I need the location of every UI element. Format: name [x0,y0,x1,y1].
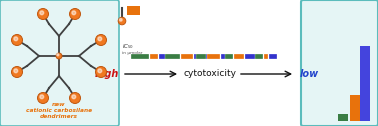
Bar [234,54,244,59]
FancyBboxPatch shape [0,0,119,126]
Circle shape [57,54,59,56]
Circle shape [70,92,81,103]
Circle shape [37,92,48,103]
Circle shape [119,19,122,21]
Bar [207,54,220,59]
Circle shape [14,69,18,73]
Bar [245,54,257,59]
Bar [127,6,140,15]
Bar [338,114,348,121]
Bar [131,54,149,59]
Circle shape [96,67,107,77]
Bar [269,54,277,59]
Circle shape [72,11,76,15]
Text: low: low [300,69,319,79]
Circle shape [70,8,81,20]
Circle shape [72,95,76,99]
Bar [225,54,233,59]
Circle shape [40,95,44,99]
Bar [264,54,268,59]
Bar [150,54,158,59]
Text: new: new [52,102,66,106]
Circle shape [98,37,102,41]
Circle shape [11,67,23,77]
Bar [360,46,370,121]
Text: dendrimers: dendrimers [40,114,78,118]
Circle shape [14,37,18,41]
FancyBboxPatch shape [301,0,378,126]
Circle shape [11,35,23,45]
Circle shape [37,8,48,20]
Circle shape [98,69,102,73]
Circle shape [56,53,62,59]
Bar [221,54,233,59]
Bar [194,54,209,59]
Bar [181,54,193,59]
Bar [196,54,206,59]
Bar [159,54,169,59]
Text: cationic carbosilane: cationic carbosilane [26,107,92,113]
Text: high: high [94,69,119,79]
Circle shape [96,35,107,45]
Text: cytotoxicity: cytotoxicity [183,70,237,78]
Circle shape [40,11,44,15]
Text: $IC_{50}$: $IC_{50}$ [122,43,134,51]
Bar [255,54,263,59]
Bar [350,95,360,121]
Text: in µmolar: in µmolar [122,51,143,55]
Bar [165,54,180,59]
Circle shape [118,17,126,25]
